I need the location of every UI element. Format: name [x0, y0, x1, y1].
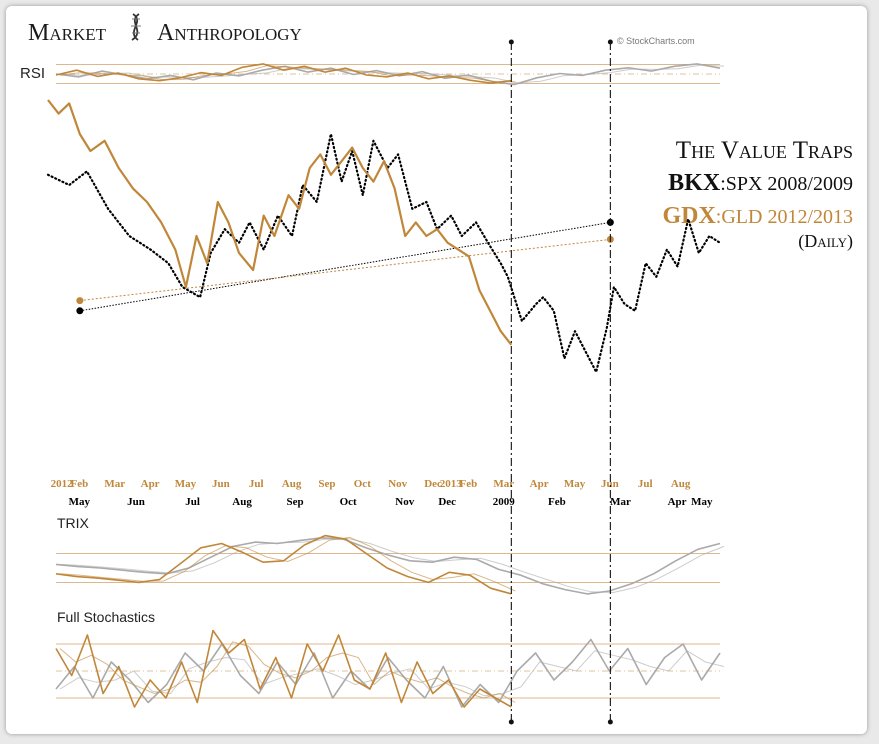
stoch-gdx-line [55, 629, 512, 708]
trix-panel [55, 534, 725, 595]
x-tick-gdx: 2013 [440, 478, 463, 490]
x-tick-gdx: Sep [318, 478, 335, 490]
x-tick-bkx: May [69, 496, 91, 508]
x-tick-bkx: Aug [232, 496, 252, 508]
chart-card [6, 6, 867, 734]
x-tick-bkx: Dec [438, 496, 456, 508]
trendline-1 [79, 221, 611, 312]
vertical-marker-top-dot [508, 39, 514, 45]
vertical-markers [508, 39, 613, 725]
rsi-gdx-signal [59, 65, 516, 83]
stochastics-panel [55, 629, 725, 708]
trendline-2 [79, 238, 611, 302]
x-tick-bkx: Mar [610, 496, 631, 508]
trix-bkx-line [55, 536, 721, 595]
x-tick-bkx: Nov [395, 496, 414, 508]
x-tick-gdx: Apr [141, 478, 160, 490]
x-tick-gdx: Aug [671, 478, 691, 490]
x-tick-gdx: Jun [601, 478, 619, 490]
chart-title: The Value Traps [676, 137, 853, 164]
gdx-price-line [47, 99, 513, 346]
trendline-start-dot [76, 307, 84, 315]
dna-icon [131, 13, 141, 41]
price-panel [46, 99, 722, 374]
title-daily: (Daily) [798, 231, 853, 252]
x-tick-bkx: Jul [185, 496, 200, 508]
x-tick-gdx: Jun [212, 478, 230, 490]
rsi-label: RSI [20, 65, 45, 82]
x-tick-gdx: Mar [104, 478, 125, 490]
x-tick-bkx: May [691, 496, 713, 508]
vertical-marker-bottom-dot [508, 719, 514, 725]
stoch-bkx-line [55, 638, 721, 708]
x-tick-gdx: 2012 [51, 478, 74, 490]
brand-word-1: Market [28, 20, 107, 46]
x-tick-gdx: Feb [71, 478, 89, 490]
rsi-panel [55, 63, 725, 86]
x-tick-gdx: Jul [249, 478, 264, 490]
x-tick-gdx: Oct [354, 478, 371, 490]
rsi-bkx-signal [59, 64, 725, 84]
stockcharts-credit: © StockCharts.com [617, 36, 695, 46]
stoch-gdx-signal [59, 641, 516, 703]
x-tick-gdx: Jul [638, 478, 653, 490]
brand-word-2: Anthropology [157, 20, 302, 46]
x-tick-bkx: Feb [548, 496, 566, 508]
x-tick-bkx: 2009 [493, 496, 516, 508]
x-tick-gdx: Mar [493, 478, 514, 490]
title-gdx: GDX:GLD 2012/2013 [662, 203, 853, 229]
trix-label: TRIX [57, 515, 90, 531]
trix-gdx-line [55, 534, 512, 595]
x-tick-gdx: Dec [424, 478, 442, 490]
vertical-marker-top-dot [607, 39, 613, 45]
trendline-start-dot [76, 297, 84, 305]
x-tick-bkx: Sep [287, 496, 304, 508]
x-tick-gdx: Feb [460, 478, 478, 490]
x-tick-gdx: Nov [388, 478, 407, 490]
x-tick-gdx: May [564, 478, 586, 490]
title-bkx: BKX:SPX 2008/2009 [668, 170, 853, 196]
x-tick-bkx: Oct [340, 496, 357, 508]
rsi-gdx-line [55, 63, 512, 84]
trix-bkx-signal [59, 537, 725, 594]
trix-gdx-signal [59, 536, 516, 592]
vertical-marker-bottom-dot [607, 719, 613, 725]
x-tick-gdx: Apr [530, 478, 549, 490]
x-tick-bkx: Apr [668, 496, 687, 508]
stochastics-label: Full Stochastics [57, 609, 155, 625]
x-tick-bkx: Jun [127, 496, 145, 508]
x-tick-gdx: Aug [282, 478, 302, 490]
x-tick-gdx: May [175, 478, 197, 490]
bkx-price-line [46, 132, 722, 374]
